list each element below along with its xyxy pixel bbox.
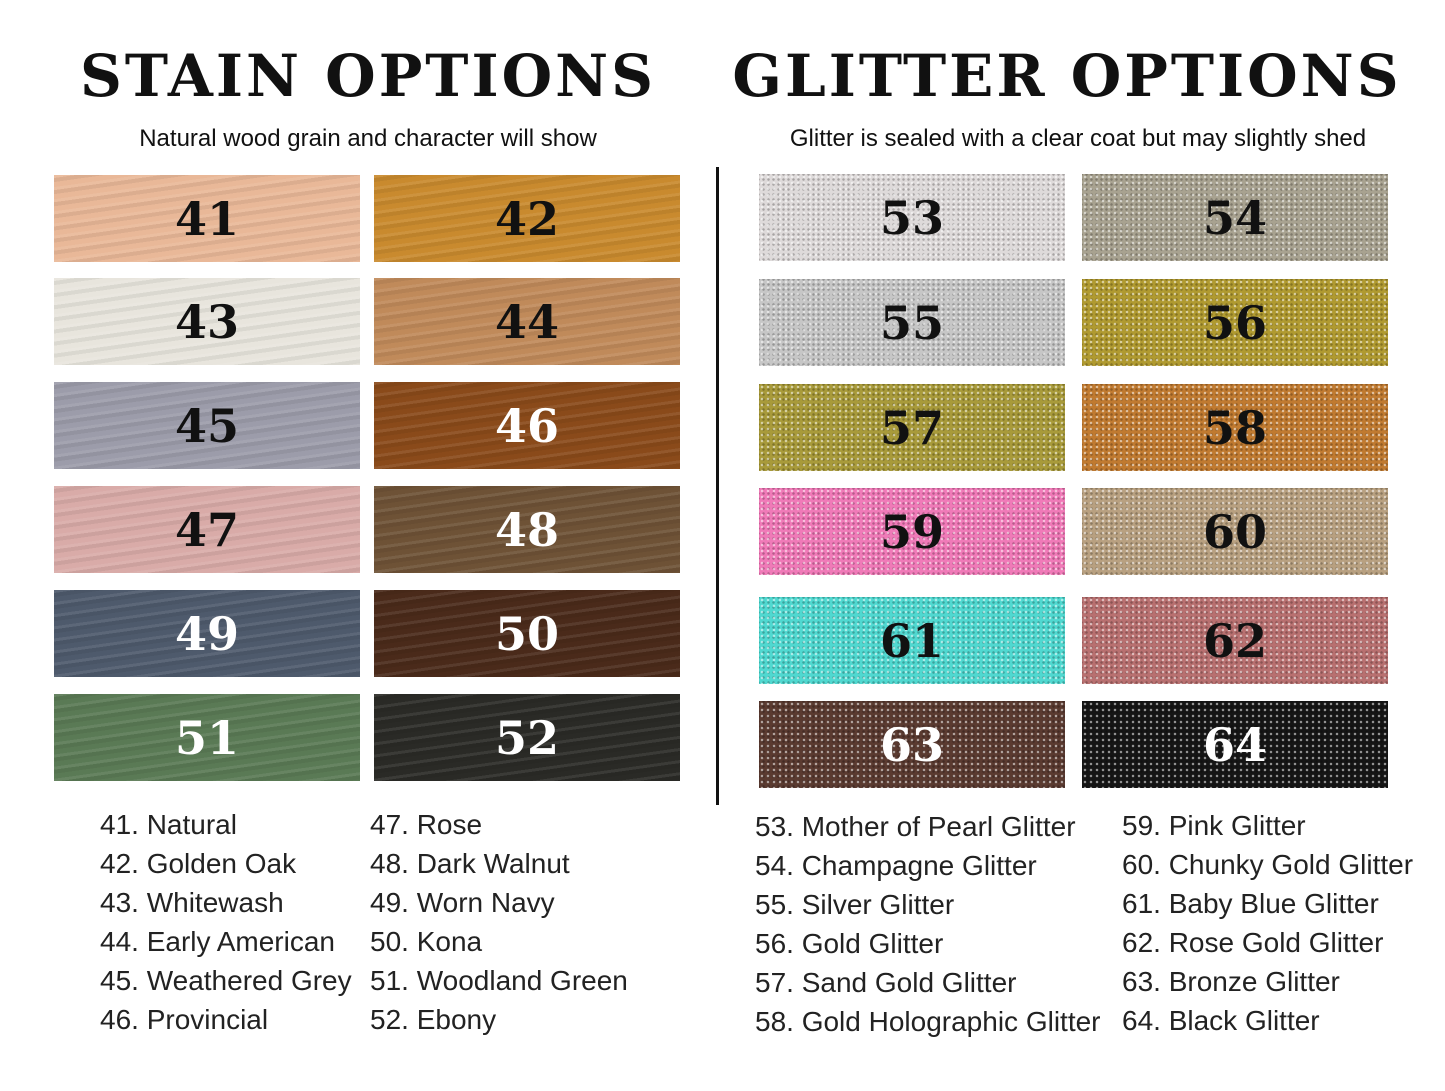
list-item: 50. Kona — [370, 926, 483, 957]
glitter-list-col2: 59. Pink Glitter 60. Chunky Gold Glitter… — [1122, 806, 1413, 1040]
list-item: 54. Champagne Glitter — [755, 850, 1037, 881]
glitter-list-col1: 53. Mother of Pearl Glitter 54. Champagn… — [755, 807, 1101, 1041]
list-item: 64. Black Glitter — [1122, 1005, 1320, 1036]
list-item: 60. Chunky Gold Glitter — [1122, 849, 1414, 880]
swatch-number: 52 — [494, 710, 559, 765]
stain-swatch-48: 48 — [374, 486, 680, 573]
swatch-number: 47 — [174, 502, 239, 557]
list-item: 44. Early American — [100, 926, 335, 957]
swatch-number: 54 — [1202, 190, 1267, 245]
glitter-swatch-58: 58 — [1082, 384, 1388, 471]
swatch-number: 48 — [494, 502, 559, 557]
list-item: 46. Provincial — [100, 1004, 269, 1035]
stain-swatch-50: 50 — [374, 590, 680, 677]
stain-list-col1: 41. Natural 42. Golden Oak 43. Whitewash… — [100, 805, 352, 1039]
swatch-number: 58 — [1202, 400, 1267, 455]
stain-options-title: STAIN OPTIONS — [79, 42, 657, 110]
glitter-swatch-64: 64 — [1082, 701, 1388, 788]
swatch-number: 49 — [174, 606, 239, 661]
glitter-options-title: GLITTER OPTIONS — [732, 42, 1402, 110]
swatch-number: 43 — [174, 294, 239, 349]
list-item: 48. Dark Walnut — [370, 848, 570, 879]
list-item: 41. Natural — [100, 809, 237, 840]
stain-swatch-42: 42 — [374, 175, 680, 262]
swatch-number: 53 — [879, 190, 944, 245]
swatch-number: 62 — [1202, 613, 1267, 668]
glitter-swatch-55: 55 — [759, 279, 1065, 366]
list-item: 45. Weathered Grey — [100, 965, 352, 996]
glitter-swatch-54: 54 — [1082, 174, 1388, 261]
list-item: 59. Pink Glitter — [1122, 810, 1306, 841]
glitter-swatch-56: 56 — [1082, 279, 1388, 366]
swatch-number: 57 — [879, 400, 944, 455]
glitter-swatch-61: 61 — [759, 597, 1065, 684]
swatch-number: 59 — [879, 504, 944, 559]
glitter-swatch-62: 62 — [1082, 597, 1388, 684]
swatch-number: 44 — [494, 294, 559, 349]
list-item: 51. Woodland Green — [370, 965, 628, 996]
list-item: 63. Bronze Glitter — [1122, 966, 1340, 997]
list-item: 57. Sand Gold Glitter — [755, 967, 1017, 998]
glitter-swatch-63: 63 — [759, 701, 1065, 788]
swatch-number: 56 — [1202, 295, 1267, 350]
swatch-number: 42 — [494, 191, 559, 246]
glitter-swatch-57: 57 — [759, 384, 1065, 471]
list-item: 47. Rose — [370, 809, 483, 840]
glitter-options-subtitle: Glitter is sealed with a clear coat but … — [789, 125, 1367, 152]
stain-swatch-46: 46 — [374, 382, 680, 469]
section-divider — [716, 167, 719, 805]
stain-swatch-49: 49 — [54, 590, 360, 677]
stain-swatch-45: 45 — [54, 382, 360, 469]
stain-swatch-52: 52 — [374, 694, 680, 781]
glitter-swatch-59: 59 — [759, 488, 1065, 575]
list-item: 43. Whitewash — [100, 887, 284, 918]
glitter-swatch-53: 53 — [759, 174, 1065, 261]
stain-swatch-41: 41 — [54, 175, 360, 262]
list-item: 55. Silver Glitter — [755, 889, 955, 920]
swatch-number: 55 — [879, 295, 944, 350]
swatch-number: 41 — [174, 191, 239, 246]
stain-swatch-47: 47 — [54, 486, 360, 573]
stain-swatch-43: 43 — [54, 278, 360, 365]
swatch-number: 45 — [174, 398, 239, 453]
swatch-number: 63 — [879, 717, 944, 772]
list-item: 61. Baby Blue Glitter — [1122, 888, 1379, 919]
list-item: 56. Gold Glitter — [755, 928, 944, 959]
swatch-number: 50 — [494, 606, 559, 661]
list-item: 52. Ebony — [370, 1004, 497, 1035]
glitter-swatch-60: 60 — [1082, 488, 1388, 575]
swatch-number: 64 — [1202, 717, 1267, 772]
swatch-number: 60 — [1202, 504, 1267, 559]
stain-swatch-44: 44 — [374, 278, 680, 365]
swatch-number: 51 — [174, 710, 239, 765]
list-item: 42. Golden Oak — [100, 848, 297, 879]
stain-options-subtitle: Natural wood grain and character will sh… — [139, 125, 597, 152]
list-item: 49. Worn Navy — [370, 887, 555, 918]
swatch-number: 46 — [494, 398, 559, 453]
list-item: 53. Mother of Pearl Glitter — [755, 811, 1076, 842]
stain-swatch-51: 51 — [54, 694, 360, 781]
list-item: 62. Rose Gold Glitter — [1122, 927, 1384, 958]
stain-list-col2: 47. Rose 48. Dark Walnut 49. Worn Navy 5… — [370, 805, 628, 1039]
list-item: 58. Gold Holographic Glitter — [755, 1006, 1101, 1037]
swatch-number: 61 — [879, 613, 944, 668]
